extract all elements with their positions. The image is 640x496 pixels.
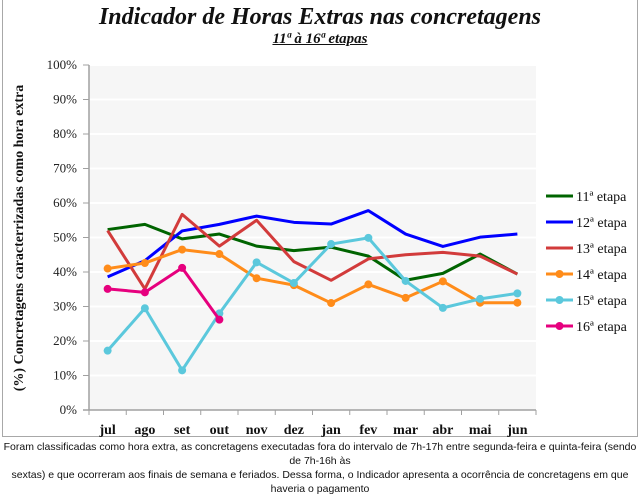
data-point [103, 346, 112, 355]
y-tick-label: 30% [53, 299, 77, 314]
series-group [103, 209, 522, 375]
y-tick-label: 80% [53, 126, 77, 141]
y-axis-title: (%) Concretagens caracterrizadas como ho… [12, 85, 27, 391]
legend-label: 12ª etapa [576, 216, 628, 231]
y-tick-label: 60% [53, 195, 77, 210]
data-point [401, 293, 410, 302]
legend-marker [555, 270, 564, 278]
legend-label: 14ª etapa [576, 268, 628, 283]
data-point [438, 303, 447, 312]
x-tick-label: set [174, 423, 191, 438]
x-tick-label: dez [284, 423, 304, 438]
data-point [364, 280, 373, 289]
x-tick-label: abr [432, 423, 453, 438]
legend-marker [555, 322, 564, 330]
x-tick-label: jun [506, 423, 527, 438]
y-tick-label: 0% [60, 402, 78, 417]
data-point [215, 315, 224, 324]
chart-title: Indicador de Horas Extras nas concretage… [98, 4, 542, 30]
y-tick-label: 10% [53, 368, 77, 383]
legend-label: 15ª etapa [576, 294, 628, 309]
series-line-14 [107, 248, 518, 305]
data-point [178, 263, 187, 272]
series-line-15 [106, 236, 518, 372]
legend-label: 13ª etapa [576, 242, 628, 257]
x-tick-label: mai [469, 423, 492, 438]
data-point [327, 240, 336, 249]
series-line-13 [106, 212, 519, 291]
y-tick-label: 70% [53, 161, 77, 176]
legend-label: 11ª etapa [576, 190, 627, 205]
x-tick-label: nov [246, 423, 268, 438]
data-point [513, 298, 522, 307]
y-tick-label: 90% [53, 92, 77, 107]
data-point [252, 274, 261, 283]
x-tick-label: jul [98, 423, 115, 438]
legend-marker [555, 296, 564, 304]
data-point [476, 294, 485, 303]
y-tick-label: 100% [47, 57, 78, 72]
series-line-16 [107, 266, 221, 321]
footnote-line-1: Foram classificadas como hora extra, as … [3, 441, 637, 467]
line-chart: 0% 10% 20% 30% 40% 50% 60% 70% 80% 90% 100% jul ago s… [12, 57, 628, 438]
data-point [289, 279, 298, 288]
data-point [513, 289, 522, 298]
axes: 0% 10% 20% 30% 40% 50% 60% 70% 80% 90% 100% jul ago s… [47, 57, 537, 438]
x-tick-label: fev [359, 423, 377, 438]
data-point [178, 366, 187, 375]
data-point [103, 284, 112, 293]
x-tick-label: mar [393, 423, 418, 438]
data-point [364, 233, 373, 242]
data-point [140, 288, 149, 297]
data-point [140, 259, 149, 268]
footnote: Foram classificadas como hora extra, as … [0, 440, 640, 496]
legend: 11ª etapa 12ª etapa 13ª etapa 14ª etapa 15ª … [546, 190, 628, 335]
x-tick-label: out [210, 423, 230, 438]
legend-label: 16ª etapa [576, 320, 628, 335]
data-point [103, 264, 112, 273]
y-tick-label: 20% [53, 333, 77, 348]
x-tick-label: ago [134, 423, 155, 438]
data-point [178, 245, 187, 254]
y-tick-label: 50% [53, 230, 77, 245]
data-point [401, 276, 410, 285]
y-tick-label: 40% [53, 264, 77, 279]
data-point [140, 304, 149, 313]
data-point [215, 250, 224, 259]
series-line-12 [107, 209, 518, 279]
data-point [252, 258, 261, 267]
data-point [327, 299, 336, 308]
x-tick-label: jan [320, 423, 341, 438]
chart-subtitle: 11ª à 16ª etapas [272, 31, 368, 47]
data-point [438, 277, 447, 286]
footnote-line-2: sextas) e que ocorreram aos finais de se… [11, 469, 629, 495]
